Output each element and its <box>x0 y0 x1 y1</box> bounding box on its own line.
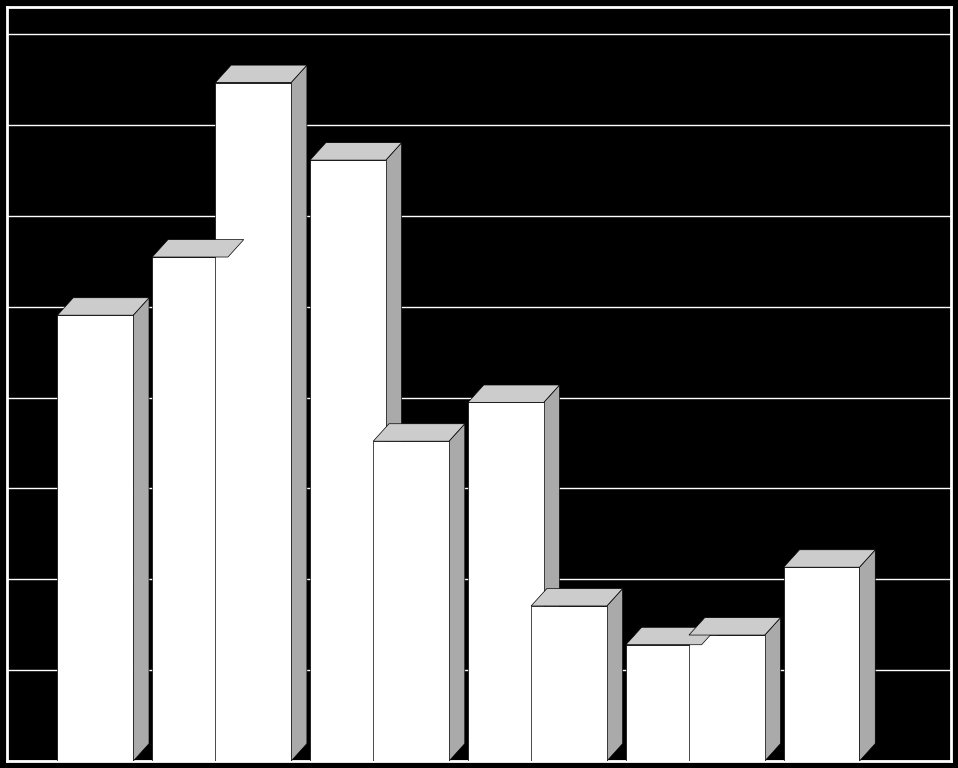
Polygon shape <box>531 588 623 606</box>
Polygon shape <box>468 385 559 402</box>
Polygon shape <box>57 298 149 315</box>
Polygon shape <box>152 240 243 257</box>
Polygon shape <box>310 143 401 160</box>
Bar <box>310 160 386 761</box>
Polygon shape <box>386 143 401 761</box>
Bar <box>689 635 764 761</box>
Bar <box>374 441 449 761</box>
Polygon shape <box>689 617 781 635</box>
Polygon shape <box>133 298 149 761</box>
Polygon shape <box>606 588 623 761</box>
Bar <box>784 568 859 761</box>
Polygon shape <box>291 65 307 761</box>
Bar <box>152 257 228 761</box>
Polygon shape <box>764 617 781 761</box>
Polygon shape <box>626 627 718 645</box>
Polygon shape <box>544 385 559 761</box>
Bar <box>531 606 606 761</box>
Polygon shape <box>228 240 243 761</box>
Bar <box>626 645 701 761</box>
Polygon shape <box>374 424 465 441</box>
Polygon shape <box>216 65 307 82</box>
Bar <box>468 402 544 761</box>
Polygon shape <box>859 550 876 761</box>
Bar <box>216 82 291 761</box>
Polygon shape <box>701 627 718 761</box>
Bar <box>57 315 133 761</box>
Polygon shape <box>784 550 876 568</box>
Polygon shape <box>449 424 465 761</box>
